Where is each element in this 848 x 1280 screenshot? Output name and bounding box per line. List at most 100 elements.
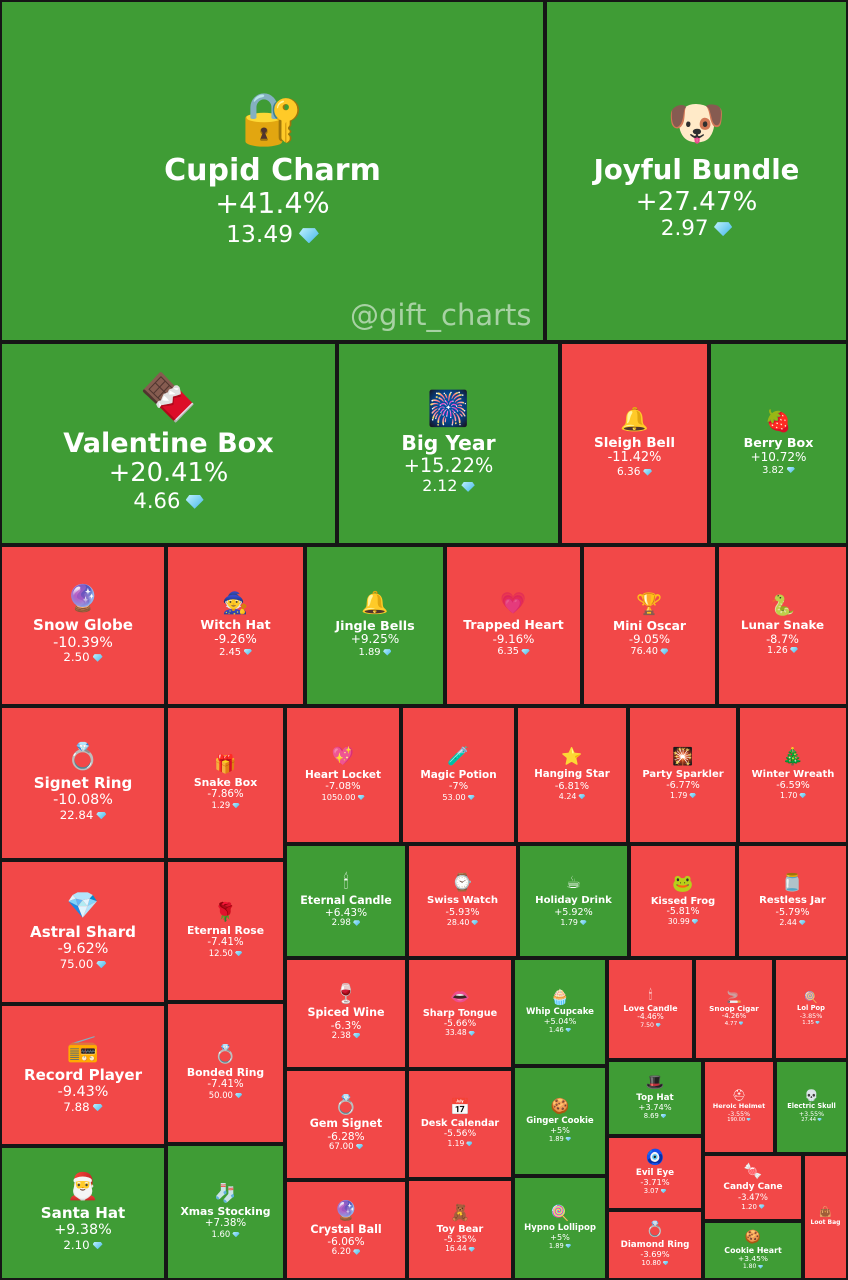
golden-heart-lock-icon: 🔐	[240, 89, 305, 149]
treemap-tile[interactable]: 🐸 Kissed Frog -5.81% 30.99	[629, 844, 737, 958]
tile-price: 3.82	[762, 465, 795, 476]
treemap-tile[interactable]: 🔐 Cupid Charm +41.4% 13.49	[0, 0, 545, 342]
tile-price: 1.19	[448, 1139, 473, 1149]
tile-change: -4.46%	[637, 1012, 664, 1022]
tile-change: -7.41%	[207, 935, 244, 948]
tile-change: -6.06%	[327, 1236, 365, 1249]
diamond-icon	[466, 1141, 473, 1147]
treemap-tile[interactable]: 🐍 Lunar Snake -8.7% 1.26	[717, 545, 848, 706]
tile-name: Big Year	[401, 430, 496, 455]
watermark: @gift_charts	[350, 298, 532, 332]
tile-price: 8.69	[644, 1112, 667, 1121]
treemap-tile[interactable]: 🧿 Evil Eye -3.71% 3.07	[607, 1136, 703, 1210]
tile-change: -4.26%	[721, 1011, 747, 1020]
treemap-tile[interactable]: ⌚ Swiss Watch -5.93% 28.40	[407, 844, 518, 958]
tile-price-value: 16.44	[445, 1244, 467, 1254]
treemap-tile[interactable]: 🎅 Santa Hat +9.38% 2.10	[0, 1146, 166, 1280]
tile-price: 2.44	[779, 917, 806, 927]
tile-name: Sharp Tongue	[422, 1007, 498, 1019]
treemap-tile[interactable]: 🧸 Toy Bear -5.35% 16.44	[407, 1179, 513, 1280]
tile-price-value: 2.50	[63, 650, 90, 665]
treemap-tile[interactable]: 📻 Record Player -9.43% 7.88	[0, 1004, 166, 1146]
tile-name: Snow Globe	[32, 616, 134, 635]
diamond-icon	[579, 920, 587, 926]
treemap-tile[interactable]: 🍭 Hypno Lollipop +5% 1.89	[513, 1176, 607, 1280]
tile-price-value: 2.38	[331, 1030, 351, 1041]
tile-name: Snoop Cigar	[709, 1003, 759, 1013]
treemap-tile[interactable]: 🏆 Mini Oscar -9.05% 76.40	[582, 545, 717, 706]
gift-box-icon: 🎁	[214, 753, 237, 775]
jingle-bells-icon: 🔔	[361, 590, 389, 616]
treemap-tile[interactable]: 🎩 Top Hat +3.74% 8.69	[607, 1060, 703, 1136]
diamond-icon	[185, 495, 204, 509]
treemap-tile[interactable]: 🌹 Eternal Rose -7.41% 12.50	[166, 860, 285, 1002]
tile-price: 16.44	[445, 1245, 475, 1254]
treemap-tile[interactable]: 🧙 Witch Hat -9.26% 2.45	[166, 545, 305, 706]
treemap-tile[interactable]: ⭐ Hanging Star -6.81% 4.24	[516, 706, 628, 844]
tile-change: -3.69%	[640, 1249, 670, 1260]
tile-name: Kissed Frog	[650, 895, 716, 907]
treemap-tile[interactable]: 🐶 Joyful Bundle +27.47% 2.97	[545, 0, 848, 342]
treemap-tile[interactable]: 💎 Astral Shard -9.62% 75.00	[0, 860, 166, 1004]
treemap-tile[interactable]: 💗 Trapped Heart -9.16% 6.35	[445, 545, 582, 706]
treemap-tile[interactable]: 💍 Signet Ring -10.08% 22.84	[0, 706, 166, 860]
star-icon: ⭐	[561, 747, 583, 768]
skull-icon: 💀	[804, 1089, 819, 1103]
treemap-tile[interactable]: 🕯 Eternal Candle +6.43% 2.98	[285, 844, 407, 958]
treemap-tile[interactable]: 🍫 Valentine Box +20.41% 4.66	[0, 342, 337, 545]
treemap-tile[interactable]: 💖 Heart Locket -7.08% 1050.00	[285, 706, 401, 844]
treemap-tile[interactable]: 🔮 Snow Globe -10.39% 2.50	[0, 545, 166, 706]
treemap-tile[interactable]: 🎆 Big Year +15.22% 2.12	[337, 342, 560, 545]
treemap-tile[interactable]: 🍓 Berry Box +10.72% 3.82	[709, 342, 848, 545]
treemap-tile[interactable]: 🍭 Lol Pop -3.85% 1.35	[774, 958, 848, 1060]
treemap-tile[interactable]: 🧦 Xmas Stocking +7.38% 1.60	[166, 1144, 285, 1280]
stocking-icon: 🧦	[214, 1182, 237, 1204]
treemap-tile[interactable]: 💍 Diamond Ring -3.69% 10.80	[607, 1210, 703, 1280]
diamond-icon	[798, 920, 806, 926]
treemap-tile[interactable]: 🍪 Ginger Cookie +5% 1.89	[513, 1066, 607, 1176]
treemap-tile[interactable]: 🎁 Snake Box -7.86% 1.29	[166, 706, 285, 860]
tile-price-value: 2.44	[779, 917, 797, 927]
treemap-tile[interactable]: ⛑ Heroic Helmet -3.55% 190.00	[703, 1060, 775, 1154]
tile-name: Eternal Candle	[300, 893, 392, 907]
treemap-tile[interactable]: 💀 Electric Skull +3.55% 27.44	[775, 1060, 848, 1154]
treemap-tile[interactable]: 🔔 Jingle Bells +9.25% 1.89	[305, 545, 445, 706]
treemap-tile[interactable]: 🕯 Love Candle -4.46% 7.50	[607, 958, 694, 1060]
tile-price: 4.77	[725, 1021, 744, 1028]
tile-name: Party Sparkler	[642, 769, 724, 781]
treemap-tile[interactable]: 🍷 Spiced Wine -6.3% 2.38	[285, 958, 407, 1069]
treemap-tile[interactable]: 💍 Bonded Ring -7.41% 50.00	[166, 1002, 285, 1144]
tile-price: 1.29	[211, 800, 240, 811]
treemap-tile[interactable]: 🔮 Crystal Ball -6.06% 6.20	[285, 1180, 407, 1280]
jar-icon: 🫙	[781, 873, 804, 894]
tile-change: -6.77%	[666, 779, 700, 791]
treemap-tile[interactable]: 📅 Desk Calendar -5.56% 1.19	[407, 1069, 513, 1179]
treemap-tile[interactable]: 🧁 Whip Cupcake +5.04% 1.46	[513, 958, 607, 1066]
treemap-tile[interactable]: 🎇 Party Sparkler -6.77% 1.79	[628, 706, 738, 844]
treemap-tile[interactable]: 🧪 Magic Potion -7% 53.00	[401, 706, 516, 844]
tile-price-value: 3.07	[643, 1186, 659, 1195]
tile-change: -7.86%	[207, 787, 244, 800]
tile-price-value: 22.84	[59, 807, 94, 822]
treemap-tile[interactable]: 🔔 Sleigh Bell -11.42% 6.36	[560, 342, 709, 545]
bell-icon: 🔔	[620, 406, 649, 433]
treemap-tile[interactable]: 🚬 Snoop Cigar -4.26% 4.77	[694, 958, 774, 1060]
tile-change: -9.05%	[628, 631, 671, 646]
treemap-tile[interactable]: 🎄 Winter Wreath -6.59% 1.70	[738, 706, 848, 844]
tile-price: 190.00	[727, 1117, 751, 1124]
tile-price: 22.84	[59, 807, 107, 823]
treemap-tile[interactable]: 🫙 Restless Jar -5.79% 2.44	[737, 844, 848, 958]
tile-change: -5.93%	[445, 906, 480, 918]
tile-name: Record Player	[23, 1065, 143, 1084]
treemap-tile[interactable]: 💍 Gem Signet -6.28% 67.00	[285, 1069, 407, 1180]
diamond-icon	[565, 1243, 572, 1249]
tile-name: Heroic Helmet	[712, 1102, 766, 1111]
treemap-tile[interactable]: ☕ Holiday Drink +5.92% 1.79	[518, 844, 629, 958]
treemap-tile[interactable]: 🍪 Cookie Heart +3.45% 1.80	[703, 1221, 803, 1280]
treemap-tile[interactable]: 👄 Sharp Tongue -5.66% 33.48	[407, 958, 513, 1069]
tile-name: Lol Pop	[797, 1003, 825, 1012]
treemap-tile[interactable]: 👜 Loot Bag	[803, 1154, 848, 1280]
diamond-icon	[799, 793, 806, 799]
treemap-tile[interactable]: 🍬 Candy Cane -3.47% 1.20	[703, 1154, 803, 1221]
tile-price-value: 1.89	[548, 1134, 564, 1143]
